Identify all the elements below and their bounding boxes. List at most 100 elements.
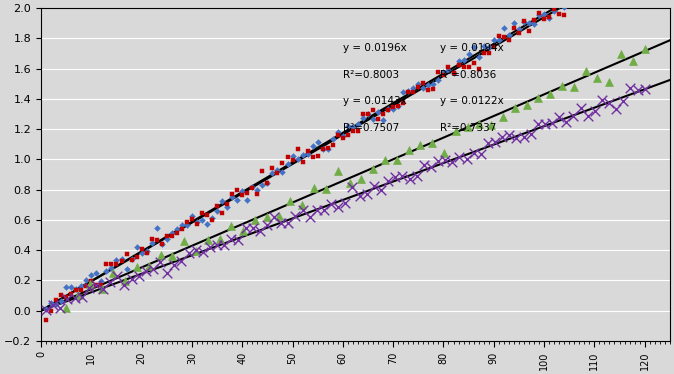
Point xyxy=(532,121,543,127)
Point xyxy=(136,250,147,256)
Point xyxy=(202,237,213,243)
Point xyxy=(262,222,272,228)
Point xyxy=(356,176,367,182)
Point xyxy=(212,242,222,248)
Point xyxy=(237,191,247,197)
Point xyxy=(179,237,189,243)
Point xyxy=(252,191,263,197)
Point xyxy=(479,43,489,49)
Point xyxy=(167,253,178,259)
Point xyxy=(358,111,369,117)
Point xyxy=(489,37,499,43)
Point xyxy=(438,70,449,76)
Point xyxy=(348,128,359,134)
Point xyxy=(518,19,529,25)
Point xyxy=(156,241,167,247)
Point xyxy=(347,184,358,190)
Point xyxy=(393,103,404,109)
Point xyxy=(428,81,439,87)
Point xyxy=(152,237,162,243)
Point xyxy=(510,105,520,111)
Point xyxy=(544,15,555,21)
Point xyxy=(66,291,77,297)
Point xyxy=(111,261,122,267)
Point xyxy=(427,140,437,146)
Point xyxy=(226,223,237,229)
Point xyxy=(307,143,318,149)
Point xyxy=(262,180,273,186)
Point xyxy=(486,122,497,128)
Point xyxy=(450,128,461,134)
Point xyxy=(483,140,493,145)
Point xyxy=(458,64,469,70)
Point xyxy=(171,226,182,232)
Point xyxy=(361,191,372,197)
Point xyxy=(297,159,308,165)
Point xyxy=(197,210,208,216)
Point xyxy=(499,25,510,31)
Point xyxy=(86,278,96,284)
Point xyxy=(448,70,459,76)
Point xyxy=(191,221,202,227)
Point xyxy=(126,256,137,262)
Point xyxy=(86,272,96,278)
Point xyxy=(169,262,180,268)
Point xyxy=(226,194,237,200)
Point xyxy=(419,162,429,168)
Point xyxy=(242,197,253,203)
Point xyxy=(423,82,434,88)
Point xyxy=(342,132,353,138)
Point xyxy=(458,57,469,63)
Point xyxy=(212,208,222,214)
Point xyxy=(61,294,71,300)
Text: R²=0.7507: R²=0.7507 xyxy=(343,123,399,133)
Point xyxy=(312,139,323,145)
Point xyxy=(242,190,253,196)
Point xyxy=(377,117,388,123)
Point xyxy=(425,164,436,170)
Point xyxy=(632,87,643,93)
Point xyxy=(101,268,112,274)
Point xyxy=(468,150,479,156)
Point xyxy=(66,283,77,289)
Point xyxy=(146,240,157,246)
Point xyxy=(418,80,429,86)
Point xyxy=(596,97,607,103)
Point xyxy=(514,30,524,36)
Point xyxy=(332,129,343,135)
Point xyxy=(307,154,318,160)
Point xyxy=(247,184,257,190)
Point xyxy=(439,157,450,163)
Point xyxy=(46,308,57,314)
Point xyxy=(177,226,187,232)
Point xyxy=(474,121,485,127)
Point xyxy=(302,151,313,157)
Point xyxy=(355,193,365,199)
Point xyxy=(454,154,465,160)
Point xyxy=(177,222,187,228)
Point xyxy=(443,64,454,70)
Point xyxy=(290,213,301,219)
Point xyxy=(411,173,422,179)
Point xyxy=(433,69,443,75)
Point xyxy=(112,273,123,279)
Point xyxy=(388,106,398,112)
Point xyxy=(126,276,137,282)
Point xyxy=(106,261,117,267)
Point xyxy=(489,44,499,50)
Point xyxy=(554,10,565,16)
Point xyxy=(433,157,443,163)
Point xyxy=(222,201,233,207)
Point xyxy=(358,115,369,121)
Point xyxy=(238,228,249,234)
Point xyxy=(397,172,408,178)
Point xyxy=(524,28,534,34)
Point xyxy=(319,206,330,212)
Point xyxy=(277,169,288,175)
Point xyxy=(332,132,343,138)
Point xyxy=(627,58,638,64)
Point xyxy=(222,204,233,210)
Point xyxy=(340,200,350,206)
Point xyxy=(493,37,504,43)
Point xyxy=(120,278,131,284)
